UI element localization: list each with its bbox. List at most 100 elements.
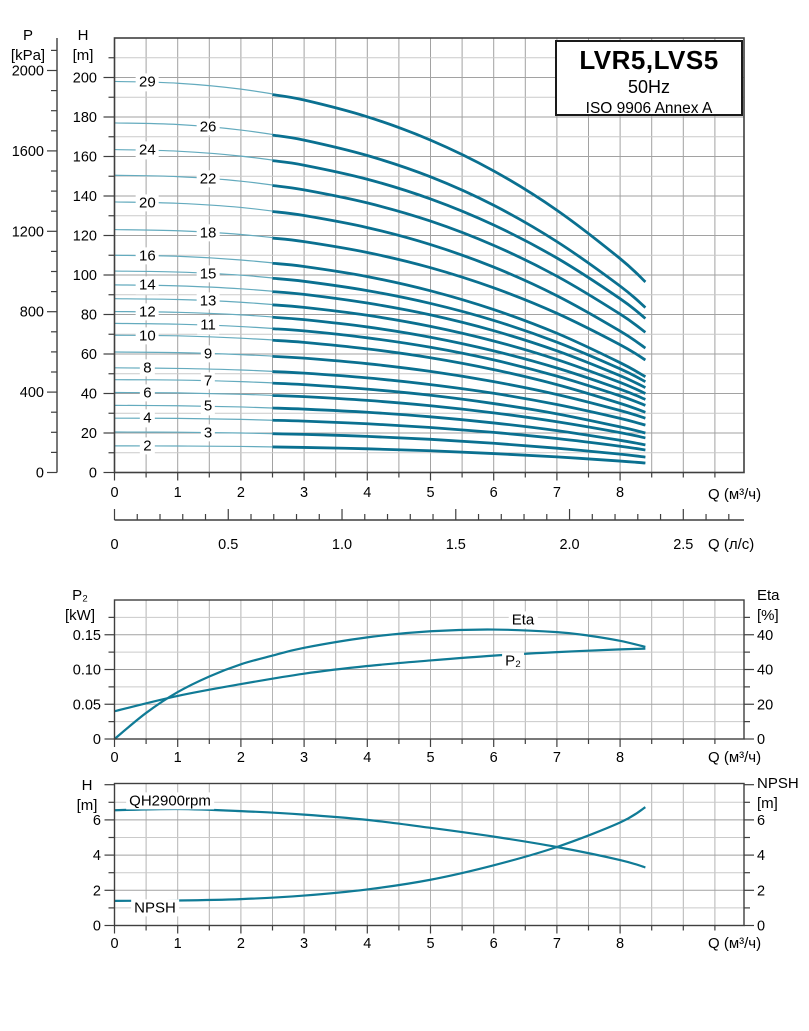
npsh-chart-flow-axis-title: Q (м³/ч)	[708, 935, 762, 952]
tick-label: 140	[73, 189, 97, 205]
npsh-series-label: NPSH	[131, 899, 179, 917]
tick-label: 6	[490, 485, 498, 501]
curve-16	[272, 261, 647, 378]
tick-label: 8	[616, 936, 624, 952]
tick-label: 6	[93, 813, 101, 829]
tick-label: 7	[553, 750, 561, 766]
curve-2	[272, 445, 646, 465]
curve-13	[272, 303, 646, 395]
tick-label: 0	[110, 750, 118, 766]
tick-label: 1.5	[446, 537, 466, 553]
curve-18	[272, 236, 647, 362]
tick-label: 180	[73, 110, 97, 126]
curve-p2	[114, 647, 646, 713]
power-axis-title-line1: P₂	[72, 587, 88, 604]
pressure-axis-title-line1: P	[22, 27, 33, 44]
tick-label: 1600	[12, 144, 44, 160]
curve-qh2900rpm	[114, 807, 646, 869]
tick-label: 2.5	[673, 537, 693, 553]
curve-label-14: 14	[136, 276, 159, 294]
tick-label: 3	[300, 936, 308, 952]
tick-label: 7	[553, 485, 561, 501]
tick-label: 4	[93, 848, 101, 864]
curve-6	[272, 394, 646, 440]
tick-label: 0.10	[73, 663, 101, 679]
power-axis-title-line2: [kW]	[65, 606, 95, 624]
curve-22	[272, 184, 647, 334]
tick-label: 2	[757, 883, 765, 899]
npsh-axis-title-line2: [m]	[757, 794, 778, 812]
tick-label: 3	[300, 485, 308, 501]
curve-8	[272, 370, 646, 427]
tick-label: 40	[757, 628, 773, 644]
tick-label: 6	[490, 936, 498, 952]
tick-label: 0	[93, 919, 101, 935]
curve-label-7: 7	[200, 372, 216, 390]
title-box: LVR5,LVS5 50Hz ISO 9906 Annex A	[555, 40, 743, 117]
tick-label: 8	[616, 485, 624, 501]
tick-label: 1200	[12, 224, 44, 240]
curve-label-13: 13	[196, 292, 220, 310]
curve-label-3: 3	[200, 423, 216, 442]
tick-label: 80	[81, 308, 97, 324]
eta-axis-title-line2: [%]	[757, 606, 779, 624]
curve-label-29: 29	[136, 73, 159, 91]
curve-label-2: 2	[140, 437, 155, 455]
curve-label-26: 26	[196, 118, 220, 136]
tick-label: 5	[426, 750, 434, 766]
tick-label: 6	[490, 750, 498, 766]
tick-label: 0	[757, 732, 765, 748]
tick-label: 800	[20, 305, 44, 321]
npsh-axis-title-line1: NPSH	[757, 775, 799, 792]
tick-label: 20	[757, 697, 773, 713]
tick-label: 120	[73, 229, 97, 245]
curve-label-8: 8	[140, 359, 155, 377]
tick-label: 2	[237, 485, 245, 501]
tick-label: 100	[73, 268, 97, 284]
curve-4	[272, 418, 646, 452]
head-axis-title-line1: H	[77, 27, 89, 44]
tick-label: 0	[89, 466, 97, 482]
qh-curves	[114, 80, 647, 465]
curve-label-5: 5	[200, 397, 216, 415]
tick-label: 1.0	[332, 537, 352, 553]
curve-12	[272, 315, 646, 401]
curve-label-10: 10	[136, 326, 159, 345]
curve-npsh	[114, 806, 646, 902]
tick-label: 60	[81, 347, 97, 363]
curve-label-20: 20	[136, 194, 159, 212]
power-axis-title: P₂ [kW]	[56, 586, 104, 625]
tick-label: 4	[363, 936, 371, 952]
curve-label-9: 9	[200, 344, 216, 363]
frequency-label: 50Hz	[627, 77, 671, 97]
model-name: LVR5,LVS5	[579, 45, 719, 75]
tick-label: 400	[20, 385, 44, 401]
tick-label: 7	[553, 936, 561, 952]
tick-label: 40	[81, 387, 97, 403]
curve-label-24: 24	[136, 141, 159, 160]
power-chart-flow-axis-title: Q (м³/ч)	[708, 749, 762, 766]
tick-label: 0	[757, 919, 765, 935]
curve-label-15: 15	[196, 264, 220, 283]
bottom-head-axis-title: H [m]	[66, 776, 108, 815]
curve-label-4: 4	[140, 409, 155, 427]
curve-10	[272, 338, 646, 414]
tick-label: 0	[110, 936, 118, 952]
head-axis-title: H [m]	[60, 26, 106, 65]
curve-label-18: 18	[196, 223, 220, 242]
tick-label: 4	[363, 485, 371, 501]
curve-11	[272, 327, 646, 407]
tick-label: 1	[174, 750, 182, 766]
tick-label: 0	[110, 537, 118, 553]
curve-26	[272, 133, 647, 309]
curve-label-11: 11	[197, 316, 219, 334]
tick-label: 200	[73, 71, 97, 87]
p2-series-label: P₂	[502, 652, 524, 670]
main-flow-axis-title: Q (м³/ч)	[708, 486, 762, 503]
tick-label: 0.05	[73, 697, 101, 713]
tick-label: 1	[174, 485, 182, 501]
tick-label: 4	[363, 750, 371, 766]
curve-label-12: 12	[136, 303, 159, 321]
